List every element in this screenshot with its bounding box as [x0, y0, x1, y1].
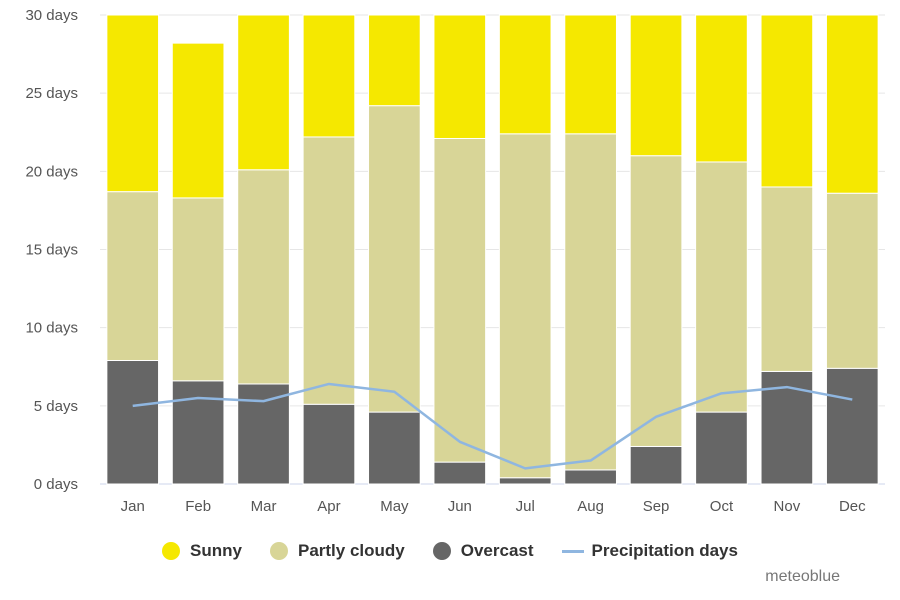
legend: Sunny Partly cloudy Overcast Precipitati…: [0, 541, 900, 561]
bar-overcast: [106, 359, 160, 485]
x-tick-label: Jun: [448, 498, 472, 515]
bar-overcast: [629, 445, 683, 485]
x-tick-label: Jan: [121, 498, 145, 515]
bar-sunny: [498, 14, 552, 135]
x-tick-label: Aug: [577, 498, 604, 515]
x-tick-label: Mar: [251, 498, 277, 515]
legend-item-precipitation-days[interactable]: Precipitation days: [561, 541, 738, 561]
bar-overcast: [498, 477, 552, 485]
legend-item-overcast[interactable]: Overcast: [432, 541, 534, 561]
x-tick-label: Dec: [839, 498, 866, 515]
bar-sunny: [368, 14, 421, 107]
y-tick-label: 25 days: [25, 85, 78, 102]
y-tick-label: 5 days: [34, 398, 78, 415]
bar-sunny: [564, 14, 617, 135]
credit-text: meteoblue: [765, 568, 840, 585]
legend-swatch-partly-cloudy: [269, 542, 288, 560]
bar-overcast: [564, 469, 617, 485]
bar-sunny: [106, 14, 160, 193]
x-tick-label: May: [380, 498, 409, 515]
bar-partly-cloudy: [237, 169, 290, 385]
legend-label: Overcast: [460, 541, 534, 560]
bar-partly-cloudy: [760, 186, 814, 372]
x-tick-label: Nov: [774, 498, 801, 515]
bar-partly-cloudy: [302, 136, 356, 405]
bar-partly-cloudy: [629, 155, 683, 447]
legend-item-sunny[interactable]: Sunny: [162, 541, 242, 561]
legend-label: Partly cloudy: [297, 541, 405, 560]
bar-sunny: [825, 14, 879, 194]
bar-sunny: [237, 14, 290, 171]
x-tick-label: Feb: [185, 498, 211, 515]
bar-partly-cloudy: [368, 105, 421, 413]
y-tick-label: 0 days: [34, 476, 78, 493]
bar-partly-cloudy: [433, 138, 487, 463]
y-tick-label: 20 days: [25, 163, 78, 180]
bar-partly-cloudy: [564, 133, 617, 471]
bar-sunny: [302, 14, 356, 138]
precipitation-line: [132, 382, 853, 470]
bar-sunny: [760, 14, 814, 188]
x-tick-label: Apr: [317, 498, 340, 515]
bar-partly-cloudy: [825, 192, 879, 369]
legend-swatch-precipitation-days: [561, 549, 584, 553]
bar-partly-cloudy: [171, 197, 225, 382]
bar-sunny: [171, 42, 225, 199]
bar-partly-cloudy: [498, 133, 552, 479]
y-tick-label: 15 days: [25, 242, 78, 259]
bar-overcast: [433, 461, 487, 485]
bar-overcast: [695, 411, 748, 485]
legend-label: Sunny: [190, 541, 242, 560]
y-tick-label: 30 days: [25, 7, 78, 24]
bar-sunny: [629, 14, 683, 157]
legend-item-partly-cloudy[interactable]: Partly cloudy: [269, 541, 405, 561]
bar-overcast: [171, 380, 225, 485]
x-tick-label: Oct: [710, 498, 734, 515]
bar-partly-cloudy: [106, 191, 160, 361]
bar-overcast: [302, 403, 356, 485]
x-tick-label: Jul: [516, 498, 535, 515]
bar-overcast: [825, 367, 879, 485]
bar-overcast: [368, 411, 421, 485]
bar-overcast: [237, 383, 290, 485]
legend-swatch-sunny: [162, 542, 181, 560]
bar-sunny: [695, 14, 748, 163]
bar-partly-cloudy: [695, 161, 748, 413]
legend-label: Precipitation days: [591, 541, 738, 560]
y-tick-label: 10 days: [25, 320, 78, 337]
legend-swatch-overcast: [432, 542, 451, 560]
bar-sunny: [433, 14, 487, 140]
x-tick-label: Sep: [643, 498, 670, 515]
